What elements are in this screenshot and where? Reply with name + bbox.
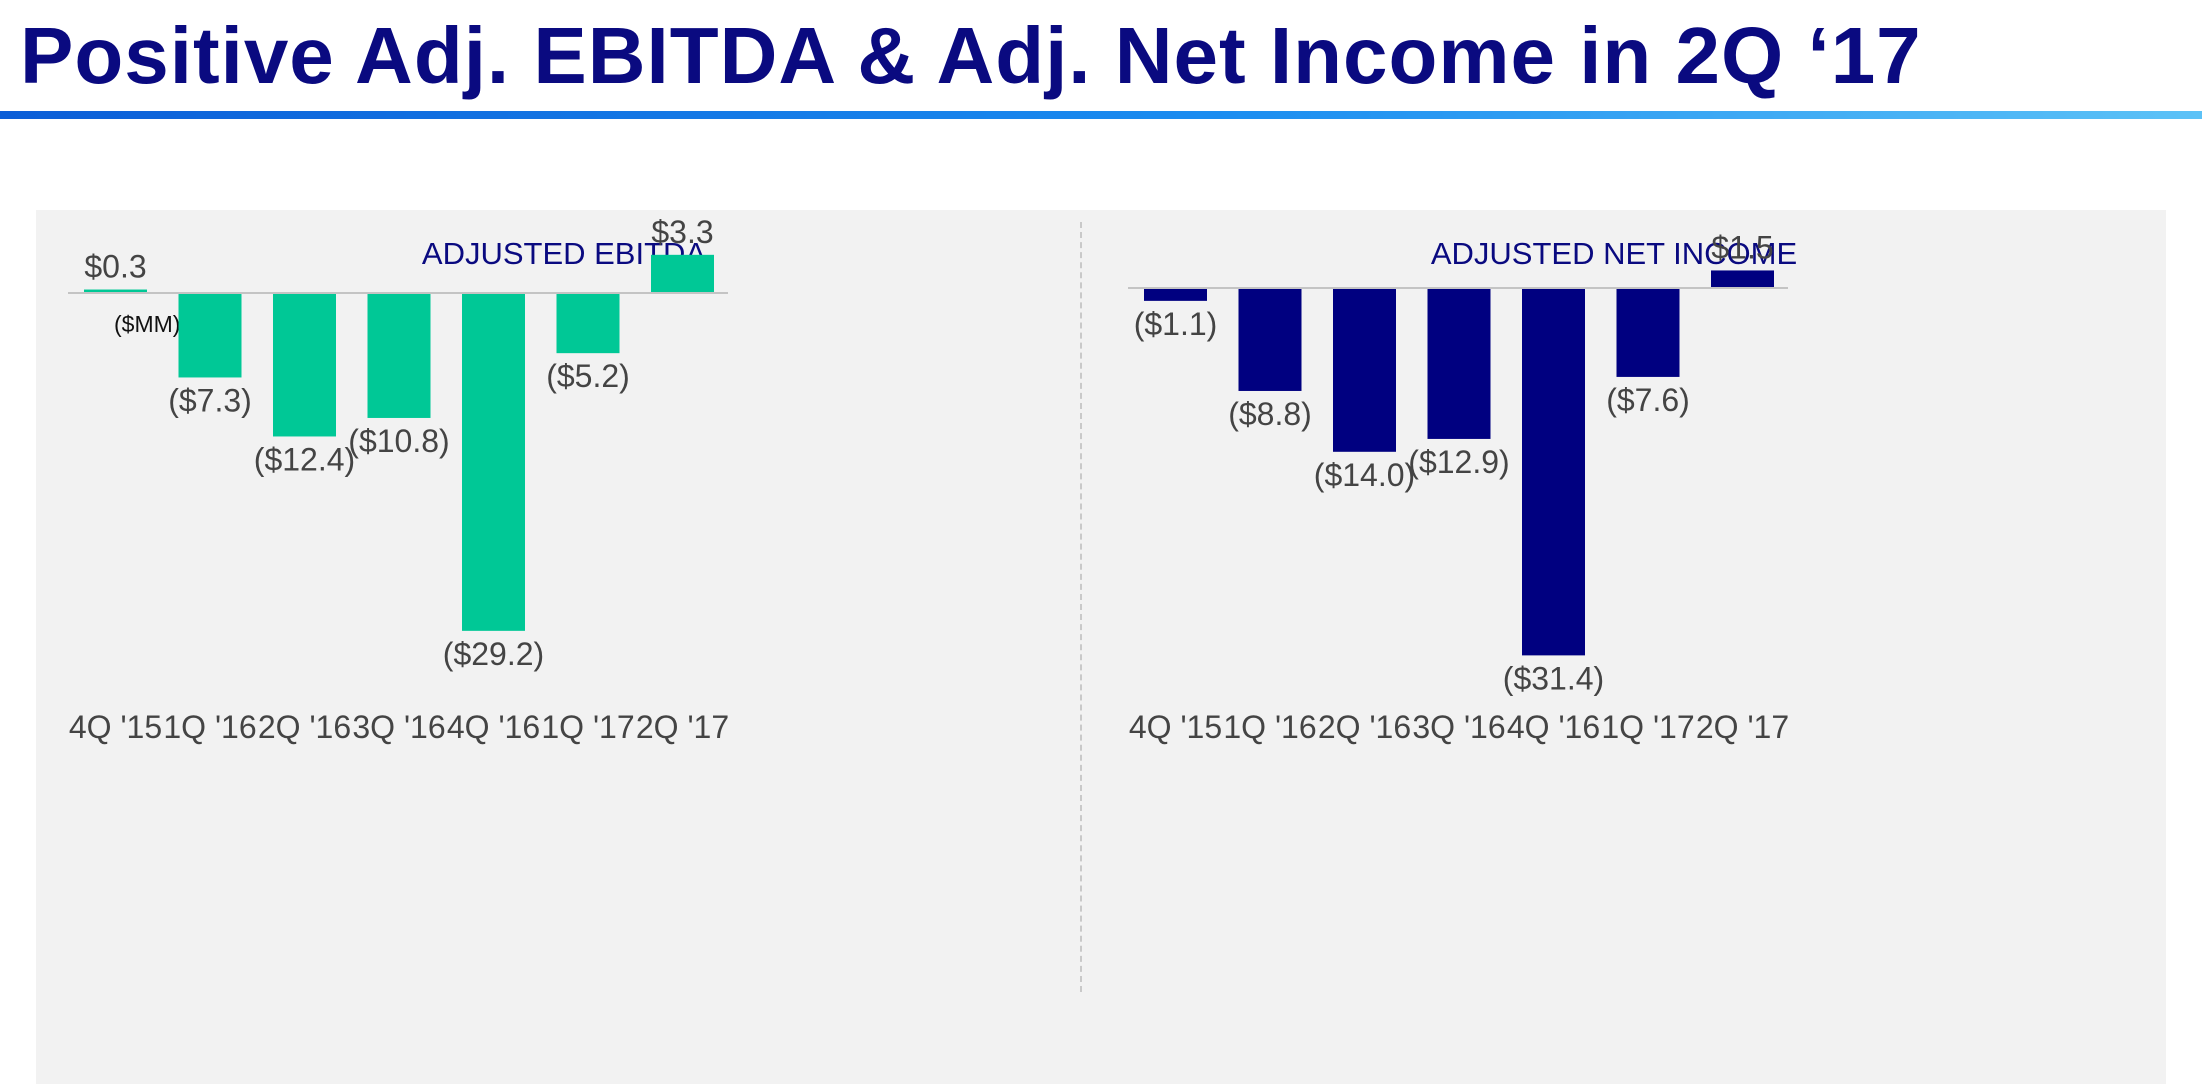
x-tick-label-3: 3Q '16 [1412, 709, 1505, 745]
bar-0 [1144, 288, 1207, 301]
plot-area: ($1.1) 4Q '15 ($8.8) 1Q '16 ($14.0) 2Q '16 ($1… [1128, 229, 1789, 745]
bar-1 [1238, 288, 1302, 391]
data-label-5: ($5.2) [546, 358, 630, 394]
panel-divider [1080, 222, 1082, 992]
bar-2 [273, 293, 336, 437]
bar-6 [651, 254, 714, 293]
x-tick-label-6: 2Q '17 [1696, 709, 1789, 745]
bar-6 [1711, 270, 1774, 288]
title-underline [0, 111, 2202, 119]
bar-5 [1616, 288, 1680, 377]
data-label-6: $1.5 [1711, 229, 1773, 265]
x-tick-label-1: 1Q '16 [1223, 709, 1316, 745]
bar-2 [1333, 288, 1396, 452]
bar-4 [1522, 288, 1585, 656]
x-tick-label-2: 2Q '16 [1318, 709, 1411, 745]
data-label-5: ($7.6) [1606, 382, 1690, 418]
data-label-3: ($12.9) [1408, 444, 1509, 480]
x-tick-label-0: 4Q '15 [1129, 709, 1222, 745]
units-label: ($MM) [114, 311, 180, 337]
slide-title: Positive Adj. EBITDA & Adj. Net Income i… [20, 11, 1922, 100]
data-label-0: $0.3 [84, 249, 146, 285]
data-label-6: $3.3 [651, 214, 713, 250]
x-tick-label-5: 1Q '17 [541, 709, 634, 745]
data-label-0: ($1.1) [1134, 306, 1218, 342]
bar-3 [367, 293, 431, 418]
data-label-3: ($10.8) [348, 423, 449, 459]
data-label-2: ($12.4) [254, 441, 355, 477]
data-label-2: ($14.0) [1314, 457, 1415, 493]
x-tick-label-0: 4Q '15 [69, 709, 162, 745]
bar-4 [462, 293, 525, 631]
bar-1 [178, 293, 242, 378]
bar-3 [1427, 288, 1491, 439]
x-tick-label-4: 4Q '16 [1507, 709, 1600, 745]
chart-title: ADJUSTED NET INCOME [1431, 236, 1797, 271]
adjusted-net-income-chart: ADJUSTED NET INCOME ($1.1) 4Q '15 ($8.8) 1Q… [1128, 229, 1797, 745]
data-label-1: ($8.8) [1228, 396, 1312, 432]
x-tick-label-5: 1Q '17 [1601, 709, 1694, 745]
data-label-4: ($29.2) [443, 636, 544, 672]
x-tick-label-1: 1Q '16 [163, 709, 256, 745]
x-tick-label-4: 4Q '16 [447, 709, 540, 745]
x-tick-label-3: 3Q '16 [352, 709, 445, 745]
bar-5 [556, 293, 620, 354]
x-tick-label-2: 2Q '16 [258, 709, 351, 745]
data-label-1: ($7.3) [168, 382, 252, 418]
data-label-4: ($31.4) [1503, 660, 1604, 696]
plot-area: $0.3 4Q '15 ($7.3) 1Q '16 ($12.4) 2Q '16 ($10.… [68, 214, 729, 745]
x-tick-label-6: 2Q '17 [636, 709, 729, 745]
bar-0 [84, 289, 147, 293]
adjusted-ebitda-chart: ADJUSTED EBITDA ($MM) $0.34Q '15($7.3)1Q… [68, 214, 729, 745]
